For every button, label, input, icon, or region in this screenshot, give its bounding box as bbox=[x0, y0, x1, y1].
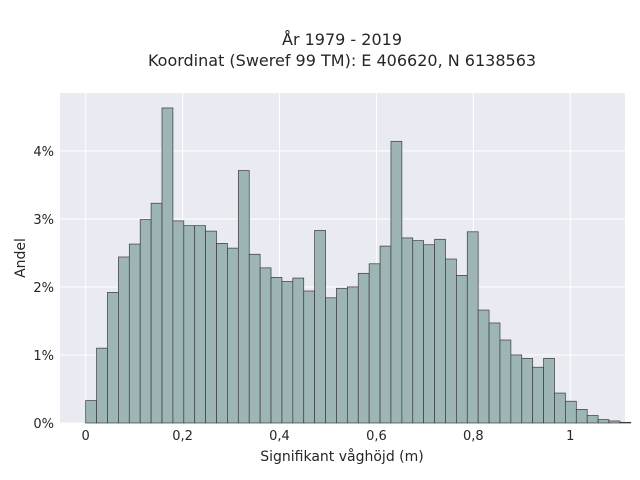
histogram-bar bbox=[619, 421, 632, 424]
histogram-bar bbox=[96, 347, 108, 424]
histogram-bar bbox=[107, 292, 119, 424]
histogram-bar bbox=[216, 243, 228, 424]
x-tick-label: 0,2 bbox=[172, 429, 193, 444]
histogram-bar bbox=[205, 230, 217, 424]
x-tick-label: 0 bbox=[82, 429, 90, 444]
histogram-bar bbox=[346, 286, 359, 424]
histogram-bar bbox=[248, 253, 261, 424]
histogram-bar bbox=[172, 220, 185, 424]
y-tick-label: 0% bbox=[33, 417, 54, 432]
histogram-bar bbox=[390, 140, 403, 424]
histogram-bar bbox=[85, 400, 97, 424]
histogram-bar bbox=[336, 287, 348, 424]
histogram-bar bbox=[499, 339, 512, 424]
chart-title-line-2: Koordinat (Sweref 99 TM): E 406620, N 61… bbox=[148, 51, 536, 70]
histogram-bar bbox=[477, 309, 490, 424]
histogram-bar bbox=[128, 243, 141, 424]
histogram-bar bbox=[412, 240, 425, 424]
y-tick-labels: 0% 1% 2% 3% 4% bbox=[33, 145, 54, 432]
histogram-bar bbox=[488, 322, 501, 424]
chart-title-line-1: År 1979 - 2019 bbox=[282, 30, 402, 49]
histogram-bar bbox=[150, 202, 163, 424]
histogram-bar bbox=[445, 258, 457, 424]
x-tick-label: 0,6 bbox=[366, 429, 387, 444]
histogram-bar bbox=[586, 415, 599, 424]
histogram-bar bbox=[357, 272, 370, 424]
histogram-bar bbox=[303, 290, 315, 424]
histogram-bar bbox=[521, 358, 534, 424]
histogram-bar bbox=[270, 277, 283, 424]
histogram-bar bbox=[194, 225, 206, 424]
x-tick-label: 1 bbox=[566, 429, 574, 444]
histogram-bar bbox=[118, 256, 130, 424]
y-tick-label: 1% bbox=[33, 349, 54, 364]
histogram-bar bbox=[456, 275, 468, 424]
histogram-bars bbox=[85, 107, 632, 424]
y-tick-label: 4% bbox=[33, 145, 54, 160]
histogram-bar bbox=[379, 245, 392, 424]
histogram-bar bbox=[423, 244, 435, 424]
histogram-bar bbox=[227, 247, 239, 424]
histogram-bar bbox=[161, 107, 174, 424]
histogram-bar bbox=[434, 238, 446, 424]
histogram-bar bbox=[510, 354, 523, 424]
x-tick-labels: 0 0,2 0,4 0,6 0,8 1 bbox=[82, 429, 575, 444]
histogram-bar bbox=[466, 231, 479, 424]
y-tick-label: 3% bbox=[33, 213, 54, 228]
histogram-bar bbox=[608, 420, 621, 424]
histogram-bar bbox=[314, 230, 326, 424]
histogram-bar bbox=[281, 281, 294, 424]
y-tick-label: 2% bbox=[33, 281, 54, 296]
histogram-bar bbox=[325, 297, 337, 424]
histogram-bar bbox=[532, 366, 544, 424]
histogram-bar bbox=[259, 267, 272, 424]
histogram-bar bbox=[575, 409, 588, 424]
y-axis-label: Andel bbox=[13, 238, 29, 278]
histogram-bar bbox=[565, 400, 577, 424]
histogram-bar bbox=[543, 358, 555, 424]
histogram-bar bbox=[292, 277, 305, 424]
histogram-bar bbox=[368, 263, 381, 424]
histogram-bar bbox=[554, 392, 566, 424]
x-axis-label: Signifikant våghöjd (m) bbox=[260, 448, 423, 465]
histogram-bar bbox=[237, 170, 250, 424]
histogram-bar bbox=[597, 419, 610, 424]
histogram-bar bbox=[401, 237, 414, 424]
histogram-bar bbox=[139, 219, 152, 424]
histogram-bar bbox=[183, 225, 196, 424]
x-tick-label: 0,4 bbox=[269, 429, 290, 444]
x-tick-label: 0,8 bbox=[463, 429, 484, 444]
